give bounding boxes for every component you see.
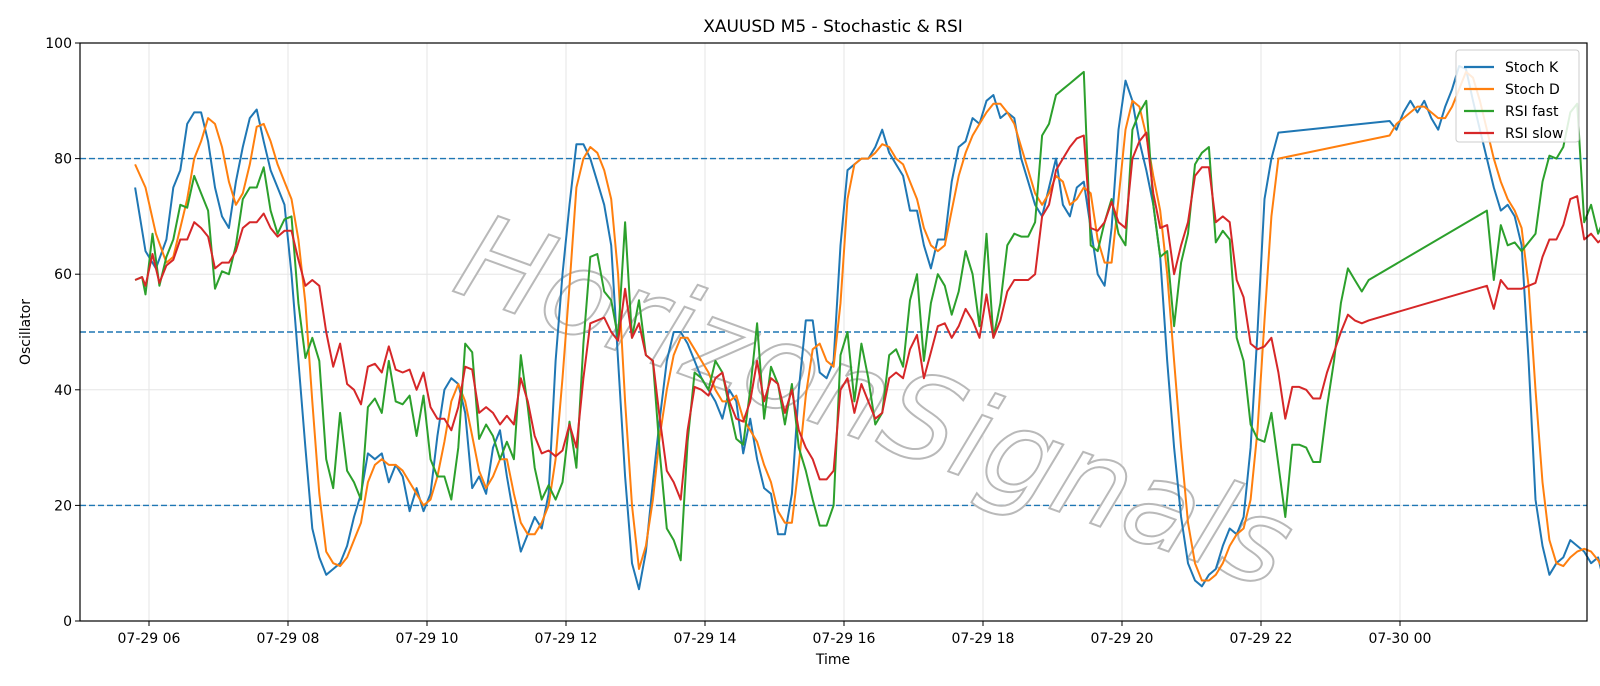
legend-label: RSI fast	[1505, 104, 1559, 120]
threshold-lines	[80, 157, 1587, 507]
x-tick-label: 07-29 20	[1091, 631, 1154, 647]
x-tick-label: 07-29 22	[1230, 631, 1293, 647]
x-axis-ticks: 07-29 06 07-29 08 07-29 10 07-29 12 07-29 14…	[118, 621, 1432, 647]
x-tick-label: 07-29 18	[952, 631, 1015, 647]
legend-box	[1455, 49, 1580, 143]
x-tick-label: 07-30 00	[1369, 631, 1432, 647]
x-tick-label: 07-29 10	[396, 631, 459, 647]
x-tick-label: 07-29 16	[813, 631, 876, 647]
legend-label: Stoch K	[1505, 60, 1559, 76]
y-tick-label: 80	[54, 152, 72, 168]
y-tick-label: 60	[54, 267, 72, 283]
y-tick-label: 20	[54, 498, 72, 514]
series-stoch-k	[134, 65, 1600, 591]
y-axis-label: Oscillator	[18, 299, 34, 365]
legend: Stoch K Stoch D RSI fast RSI slow	[1455, 49, 1580, 143]
x-tick-label: 07-29 12	[535, 631, 598, 647]
series-rsi-slow	[134, 131, 1600, 501]
x-tick-label: 07-29 08	[257, 631, 320, 647]
y-axis-ticks: 0 20 40 60 80 100	[45, 36, 80, 630]
y-tick-label: 100	[45, 36, 72, 52]
y-tick-label: 40	[54, 383, 72, 399]
x-tick-label: 07-29 06	[118, 631, 181, 647]
series-rsi-fast	[134, 70, 1600, 562]
x-tick-label: 07-29 14	[674, 631, 737, 647]
y-tick-label: 0	[63, 614, 72, 630]
plot-frame	[79, 42, 1588, 622]
x-axis-label: Time	[815, 652, 850, 668]
chart-title: XAUUSD M5 - Stochastic & RSI	[703, 17, 963, 37]
series-lines	[134, 65, 1600, 591]
series-stoch-d	[134, 70, 1600, 582]
legend-label: RSI slow	[1505, 126, 1563, 142]
legend-label: Stoch D	[1505, 82, 1560, 98]
